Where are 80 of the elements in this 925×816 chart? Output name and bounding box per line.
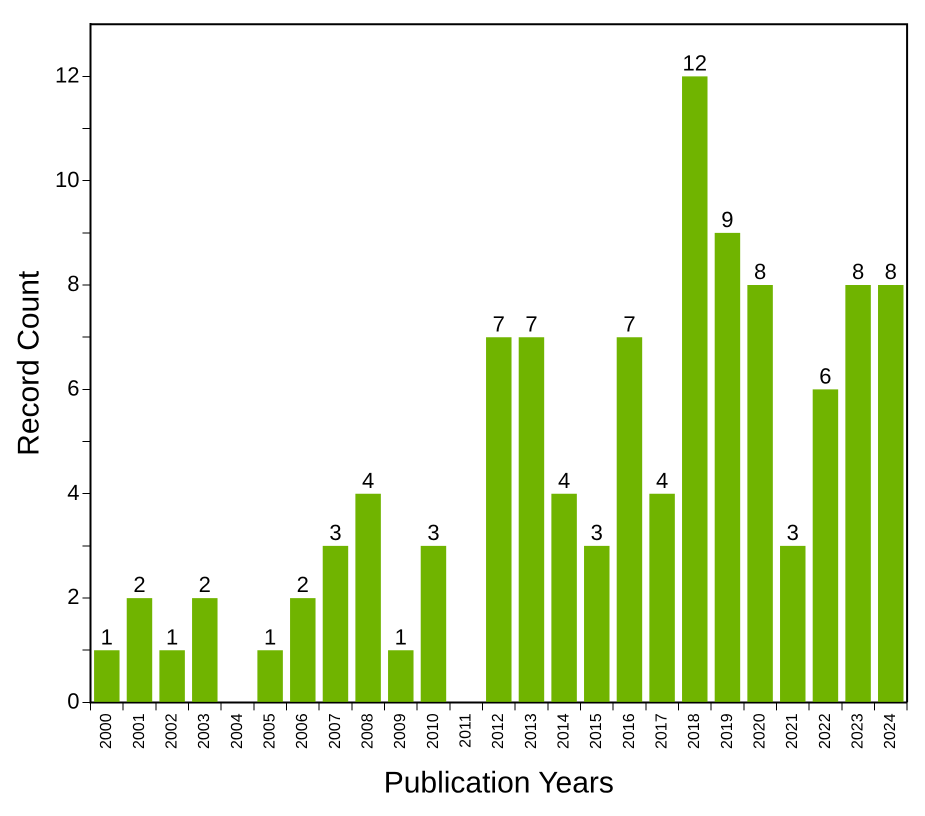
x-tick-label: 2007	[326, 713, 344, 749]
data-label: 1	[394, 624, 407, 650]
x-tick-label: 2005	[262, 713, 279, 749]
y-tick-label: 4	[67, 480, 80, 505]
bar	[584, 546, 610, 702]
x-tick-label: 2001	[130, 713, 148, 749]
data-label: 1	[166, 624, 178, 650]
bar	[649, 494, 675, 702]
bar	[714, 232, 740, 702]
bar	[616, 337, 642, 702]
x-tick-label: 2020	[752, 713, 769, 749]
data-label: 4	[558, 468, 570, 493]
bar	[780, 546, 806, 702]
data-label: 3	[786, 520, 799, 545]
x-tick-label: 2014	[556, 713, 573, 749]
x-tick-label: 2000	[98, 713, 116, 749]
bar	[682, 76, 708, 702]
data-label: 6	[819, 363, 832, 388]
bar	[355, 494, 381, 702]
x-tick-label: 2002	[164, 713, 181, 749]
data-label: 7	[623, 311, 636, 336]
y-tick-label: 8	[67, 271, 80, 296]
bar	[420, 546, 446, 702]
y-tick-label: 6	[67, 375, 80, 400]
y-tick-label: 2	[67, 584, 80, 610]
bar	[747, 285, 773, 702]
y-tick-label: 0	[67, 688, 80, 714]
bar	[518, 337, 544, 702]
x-tick-label: 2021	[784, 713, 802, 749]
x-axis-title: Publication Years	[384, 766, 614, 800]
bar	[812, 389, 838, 702]
data-label: 8	[852, 259, 864, 284]
x-tick-label: 2006	[294, 713, 312, 749]
data-label: 12	[682, 50, 708, 76]
data-label: 7	[492, 311, 505, 336]
data-label: 9	[721, 206, 734, 232]
x-tick-label: 2018	[686, 713, 704, 749]
data-label: 2	[198, 572, 211, 598]
y-axis-title: Record Count	[12, 270, 46, 456]
bar	[388, 650, 414, 702]
data-label: 7	[525, 311, 538, 336]
x-tick-label: 2017	[654, 713, 671, 749]
x-tick-label: 2010	[424, 713, 442, 749]
data-label: 8	[884, 259, 897, 284]
x-tick-label: 2004	[228, 713, 246, 749]
x-tick-label: 2008	[360, 713, 377, 749]
bar	[159, 650, 185, 702]
x-tick-label: 2022	[816, 713, 834, 749]
x-tick-label: 2009	[392, 713, 410, 749]
y-tick-label: 12	[54, 62, 80, 88]
data-label: 3	[427, 520, 440, 545]
data-label: 4	[362, 468, 374, 493]
x-tick-label: 2024	[882, 713, 900, 749]
x-tick-label: 2016	[620, 713, 638, 749]
bar	[322, 546, 348, 702]
data-label: 1	[100, 624, 113, 650]
data-label: 4	[656, 468, 668, 493]
data-label: 3	[329, 520, 342, 545]
bar	[486, 337, 512, 702]
data-label: 2	[296, 572, 309, 598]
x-tick-label: 2019	[718, 713, 736, 749]
bar	[878, 285, 904, 702]
x-tick-label: 2023	[850, 713, 866, 749]
bar	[192, 598, 218, 702]
bar	[551, 494, 577, 702]
bar	[257, 650, 283, 702]
data-label: 1	[264, 624, 276, 650]
x-tick-label: 2013	[522, 713, 540, 749]
bar	[126, 598, 152, 702]
data-label: 3	[590, 520, 603, 545]
x-tick-label: 2015	[588, 713, 606, 749]
y-tick-label: 10	[54, 166, 80, 192]
x-tick-label: 2003	[196, 713, 214, 749]
data-label: 8	[754, 259, 766, 284]
bar	[845, 285, 871, 702]
data-label: 2	[133, 572, 146, 598]
bar	[290, 598, 316, 702]
x-tick-label: 2011	[458, 713, 475, 748]
bar	[94, 650, 120, 702]
x-tick-label: 2012	[490, 713, 508, 749]
